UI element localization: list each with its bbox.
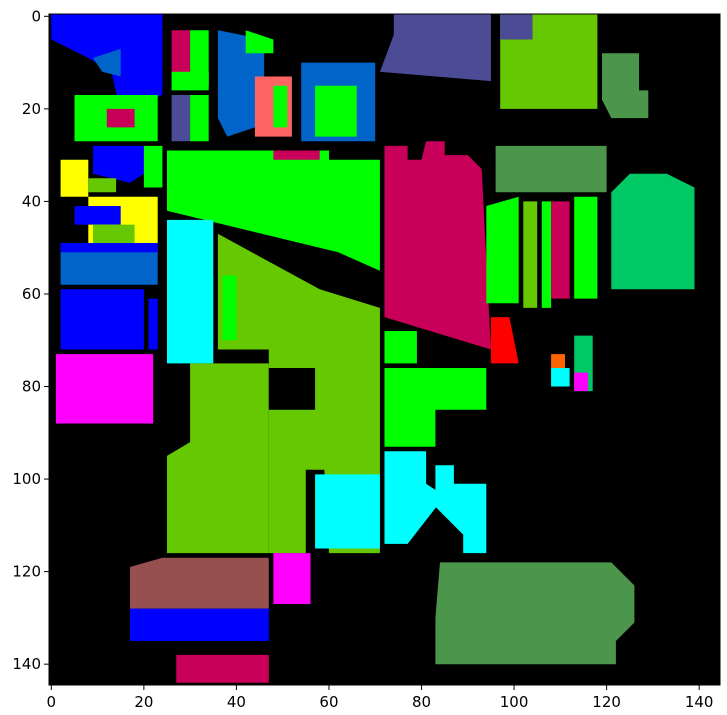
- heatmap-region-green-6: [245, 30, 274, 54]
- heatmap-region-green-26: [167, 150, 380, 271]
- heatmap-region-blue-58: [130, 608, 269, 641]
- heatmap-region-blue-29: [60, 243, 158, 253]
- heatmap-region-green-20: [143, 145, 163, 188]
- heatmap-region-slateblue-15: [379, 14, 491, 82]
- y-tick-label: 0: [31, 7, 41, 25]
- heatmap-region-magenta-52: [55, 354, 154, 424]
- y-tick-label: 20: [22, 100, 41, 118]
- heatmap-region-slateblue-17: [500, 14, 533, 40]
- heatmap-region-midblue-5: [217, 30, 265, 137]
- heatmap-region-black-36: [268, 368, 316, 410]
- heatmap-region-crimson-59: [176, 654, 269, 683]
- heatmap-region-yellowgreen-24: [88, 178, 117, 193]
- heatmap-region-magenta-49: [574, 372, 589, 392]
- heatmap-region-blue-19: [93, 145, 144, 183]
- heatmap-region-green-4: [171, 71, 209, 91]
- plot-frame: [48, 13, 721, 686]
- heatmap-region-darkgreen-18: [602, 53, 649, 119]
- heatmap-region-blue-23: [74, 206, 121, 225]
- heatmap-region-yellowgreen-35: [167, 363, 269, 554]
- heatmap-region-midblue-28: [60, 243, 158, 285]
- heatmap-region-yellowgreen-42: [523, 201, 538, 308]
- x-tick-label: 20: [134, 693, 153, 711]
- heatmap-region-springgreen-46: [611, 173, 695, 290]
- y-tick-label: 100: [12, 470, 41, 488]
- y-tick-label: 120: [12, 563, 41, 581]
- y-tick-label: 40: [22, 192, 41, 210]
- heatmap-region-cyan-54: [435, 465, 487, 554]
- heatmap-region-crimson-44: [551, 201, 570, 299]
- heatmap-region-cyan-53: [384, 451, 440, 544]
- heatmap-regions: [51, 14, 695, 683]
- heatmap-region-yellowgreen-25: [93, 224, 135, 244]
- x-tick-label: 120: [592, 693, 621, 711]
- x-tick-label: 0: [47, 693, 57, 711]
- heatmap-region-crimson-27: [273, 150, 320, 160]
- heatmap-region-cyan-32: [167, 219, 214, 364]
- heatmap-region-green-34: [222, 275, 237, 341]
- x-tick-label: 80: [412, 693, 431, 711]
- heatmap-region-cyan-51: [551, 368, 570, 387]
- x-tick-label: 60: [319, 693, 338, 711]
- heatmap-region-darkgreen-40: [495, 145, 607, 193]
- x-tick-label: 140: [685, 693, 714, 711]
- heatmap-region-green-45: [574, 196, 598, 299]
- heatmap-region-blue-31: [148, 298, 158, 350]
- heatmap-region-green-38: [384, 331, 417, 364]
- heatmap-region-slateblue-9: [171, 95, 191, 142]
- x-tick-label: 40: [227, 693, 246, 711]
- heatmap-region-crimson-14: [106, 108, 135, 128]
- heatmap-region-orange-50: [551, 354, 565, 368]
- heatmap-region-green-41: [486, 196, 519, 304]
- heatmap-region-midblue-1: [93, 48, 121, 77]
- y-tick-label: 140: [12, 655, 41, 673]
- heatmap-region-magenta-56: [273, 553, 311, 604]
- heatmap-region-brown-57: [130, 557, 269, 609]
- heatmap-region-green-10: [190, 95, 209, 142]
- x-axis: 0 20 40 60 80 100 120 140: [47, 685, 714, 711]
- heatmap-region-crimson-2: [171, 30, 191, 82]
- heatmap-region-darkgreen-60: [435, 562, 635, 665]
- heatmap-region-crimson-37: [384, 141, 491, 350]
- heatmap-region-green-43: [541, 201, 552, 308]
- heatmap-region-green-8: [315, 85, 357, 137]
- y-axis: 0 20 40 60 80 100 120 140: [12, 7, 49, 673]
- y-tick-label: 80: [22, 378, 41, 396]
- heatmap-region-green-12: [273, 85, 288, 128]
- y-tick-label: 60: [22, 285, 41, 303]
- heatmap-region-yellow-21: [60, 159, 89, 197]
- heatmap-region-green-39: [384, 368, 487, 447]
- heatmap-region-red-47: [490, 317, 519, 364]
- heatmap-region-cyan-55: [315, 474, 380, 549]
- x-tick-label: 100: [500, 693, 529, 711]
- heatmap-region-blue-30: [60, 289, 144, 350]
